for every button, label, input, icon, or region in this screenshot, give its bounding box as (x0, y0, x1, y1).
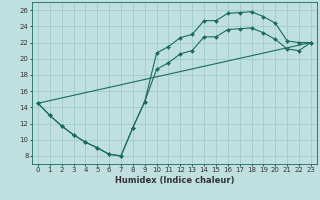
X-axis label: Humidex (Indice chaleur): Humidex (Indice chaleur) (115, 176, 234, 185)
